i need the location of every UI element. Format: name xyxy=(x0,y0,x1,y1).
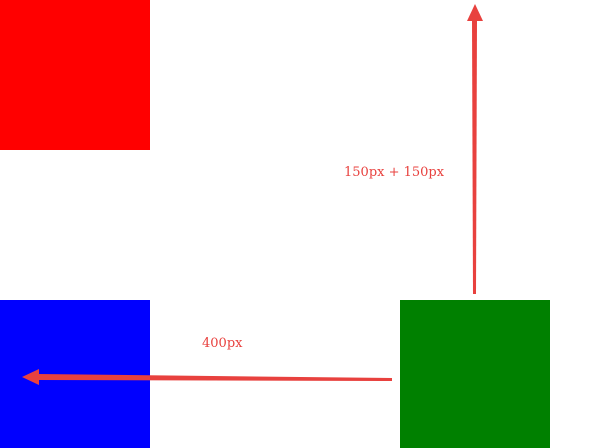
arrow-up-head xyxy=(467,4,483,21)
arrow-up-shaft xyxy=(472,20,477,294)
green-square xyxy=(400,300,550,448)
horizontal-distance-label: 400px xyxy=(202,336,243,351)
red-square xyxy=(0,0,150,150)
vertical-distance-label: 150px + 150px xyxy=(344,165,445,180)
blue-square xyxy=(0,300,150,448)
